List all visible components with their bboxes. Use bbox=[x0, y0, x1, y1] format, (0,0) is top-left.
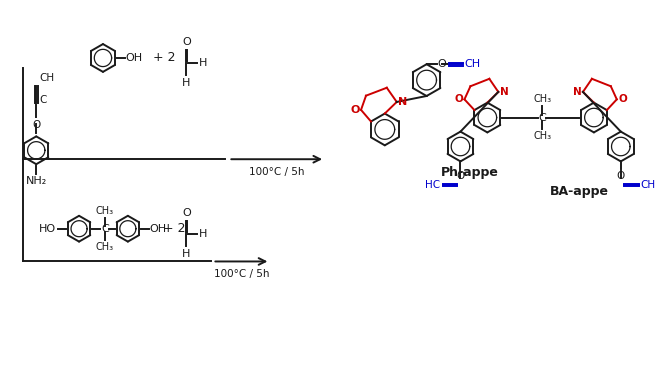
Text: NH₂: NH₂ bbox=[26, 176, 47, 186]
Text: CH₃: CH₃ bbox=[96, 242, 114, 251]
Text: C: C bbox=[39, 95, 47, 105]
Text: HC: HC bbox=[426, 180, 440, 190]
Text: O: O bbox=[454, 94, 463, 104]
Text: CH: CH bbox=[39, 73, 55, 83]
Text: O: O bbox=[438, 59, 446, 69]
Text: CH: CH bbox=[640, 180, 656, 190]
Text: N: N bbox=[398, 97, 408, 107]
Text: O: O bbox=[616, 171, 625, 181]
Text: C: C bbox=[101, 224, 109, 234]
Text: O: O bbox=[32, 120, 41, 130]
Text: N: N bbox=[500, 87, 509, 97]
Text: N: N bbox=[573, 87, 581, 97]
Text: 100°C / 5h: 100°C / 5h bbox=[213, 270, 269, 279]
Text: H: H bbox=[199, 58, 207, 68]
Text: CH₃: CH₃ bbox=[533, 132, 551, 141]
Text: CH₃: CH₃ bbox=[96, 206, 114, 216]
Text: 100°C / 5h: 100°C / 5h bbox=[249, 167, 305, 177]
Text: OH: OH bbox=[126, 53, 143, 63]
Text: Ph-appe: Ph-appe bbox=[440, 166, 498, 179]
Text: OH: OH bbox=[150, 224, 167, 234]
Text: O: O bbox=[618, 94, 627, 104]
Text: H: H bbox=[182, 248, 190, 259]
Text: + 2: + 2 bbox=[153, 52, 176, 64]
Text: O: O bbox=[182, 37, 191, 47]
Text: H: H bbox=[182, 78, 190, 88]
Text: HO: HO bbox=[39, 224, 56, 234]
Text: + 2: + 2 bbox=[163, 222, 186, 235]
Text: O: O bbox=[350, 105, 360, 115]
Text: O: O bbox=[456, 171, 465, 181]
Text: BA-appe: BA-appe bbox=[549, 185, 608, 198]
Text: O: O bbox=[182, 208, 191, 218]
Text: H: H bbox=[199, 229, 207, 239]
Text: CH: CH bbox=[464, 59, 481, 69]
Text: CH₃: CH₃ bbox=[533, 93, 551, 104]
Text: C: C bbox=[538, 112, 546, 123]
